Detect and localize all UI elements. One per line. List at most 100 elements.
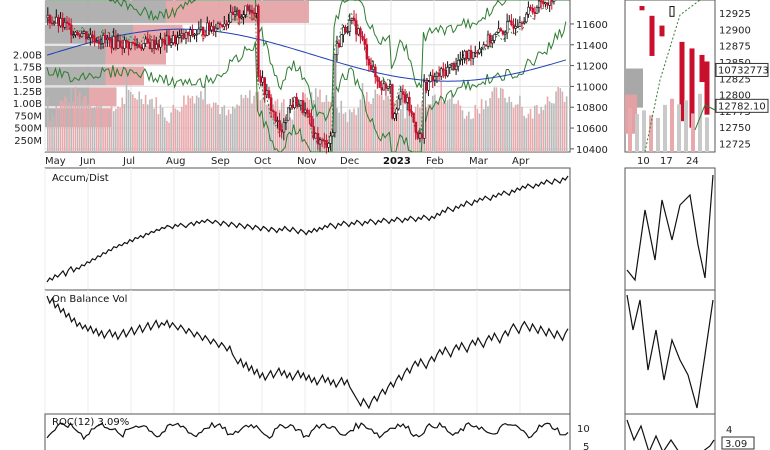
volume-bar: [519, 95, 521, 152]
volume-bar: [240, 94, 243, 152]
volume-bar: [468, 111, 470, 152]
volume-bar: [242, 98, 245, 152]
candlestick-body: [527, 6, 530, 15]
candlestick-body: [272, 110, 275, 113]
volume-bar: [287, 118, 289, 152]
candlestick-body: [391, 84, 394, 119]
volume-bar: [176, 109, 179, 152]
volume-bar: [95, 104, 98, 152]
candlestick-body: [540, 0, 543, 3]
bollinger-lower-band: [46, 21, 567, 153]
volume-bar: [187, 95, 189, 152]
volume-bar: [61, 101, 64, 152]
obv-panel-frame: [44, 289, 571, 415]
candlestick-body: [340, 34, 343, 48]
candlestick-body: [136, 44, 139, 46]
roc-value-label: 3.09: [725, 439, 747, 450]
detail-price-tick-label: 12800: [719, 91, 751, 102]
candlestick-body: [533, 11, 537, 14]
volume-bar: [119, 107, 121, 152]
volume-by-price-gray-segment: [45, 1, 166, 23]
candlestick-body: [295, 96, 298, 107]
volume-bar: [434, 94, 436, 152]
detail-date-tick-label: 10: [637, 156, 650, 167]
candlestick-body: [378, 81, 381, 88]
volume-bar: [159, 104, 162, 152]
price-tick-label: 11200: [576, 62, 608, 73]
volume-bar: [100, 104, 102, 152]
candlestick-body: [484, 44, 488, 47]
candlestick-body: [431, 75, 435, 81]
detail-volume-bar: [705, 117, 709, 152]
detail-volume-bar: [698, 93, 702, 152]
volume-bar: [206, 104, 209, 152]
date-year-label: 2023: [383, 156, 411, 167]
volume-bar: [561, 91, 564, 152]
candlestick-body: [101, 35, 105, 44]
volume-bar: [225, 115, 228, 152]
candlestick-body: [399, 91, 403, 100]
candlestick-body: [546, 2, 549, 6]
candlestick-body: [204, 34, 207, 37]
volume-bar: [461, 110, 464, 152]
candlestick-body: [338, 43, 341, 48]
detail-volume-bar: [684, 100, 688, 152]
volume-bar: [166, 120, 168, 152]
volume-bar: [229, 113, 232, 152]
candlestick-body: [472, 51, 475, 59]
volume-bar: [272, 104, 275, 152]
candlestick-body: [282, 122, 286, 133]
candlestick-body: [227, 21, 230, 25]
volume-bar: [550, 103, 553, 152]
volume-bar: [374, 89, 377, 152]
volume-bar: [127, 89, 130, 152]
candlestick-body: [440, 68, 443, 77]
detail-date-tick-label: 17: [660, 156, 673, 167]
volume-bar: [512, 107, 515, 152]
volume-bar: [359, 99, 362, 152]
volume-bar: [129, 91, 132, 152]
volume-bar: [202, 99, 204, 152]
candlestick-body: [55, 16, 58, 24]
date-tick-label: Aug: [166, 156, 186, 167]
volume-bar: [544, 104, 547, 152]
candlestick-body: [403, 94, 407, 103]
volume-bar: [125, 72, 128, 152]
candlestick-body: [267, 90, 271, 99]
candlestick-body: [542, 1, 545, 5]
volume-bar: [180, 106, 183, 152]
roc-title: ROC(12) 3.09%: [52, 417, 129, 428]
candlestick-body: [518, 22, 522, 27]
candlestick-body: [229, 11, 232, 23]
candlestick-body: [359, 28, 362, 37]
volume-bar: [249, 90, 251, 152]
volume-bar: [234, 108, 236, 152]
volume-bar: [91, 107, 94, 152]
candlestick-body: [48, 15, 52, 24]
candlestick-body: [531, 7, 534, 13]
candlestick-body: [480, 47, 483, 50]
candlestick-body: [91, 34, 94, 39]
detail-price-tick-label: 12925: [719, 9, 751, 20]
volume-bar: [76, 96, 79, 152]
volume-bar: [259, 99, 262, 152]
volume-bar: [563, 101, 566, 152]
volume-bar: [161, 107, 164, 152]
volume-bar: [495, 87, 498, 152]
volume-by-price-red-segment: [105, 45, 166, 65]
volume-bar: [251, 103, 253, 152]
volume-bar: [308, 99, 311, 152]
candlestick-body: [357, 28, 360, 35]
volume-bar: [268, 103, 270, 152]
volume-tick-label: 2.00B: [13, 50, 42, 61]
candlestick-body: [248, 9, 252, 12]
candlestick-body: [231, 11, 235, 15]
candlestick-body: [89, 34, 92, 38]
volume-bar: [427, 104, 430, 152]
volume-bar: [557, 87, 559, 152]
candlestick-body: [176, 37, 179, 45]
date-tick-label: Jun: [79, 156, 96, 167]
accum-dist-detail-frame: [624, 167, 716, 291]
volume-bar: [153, 108, 155, 152]
